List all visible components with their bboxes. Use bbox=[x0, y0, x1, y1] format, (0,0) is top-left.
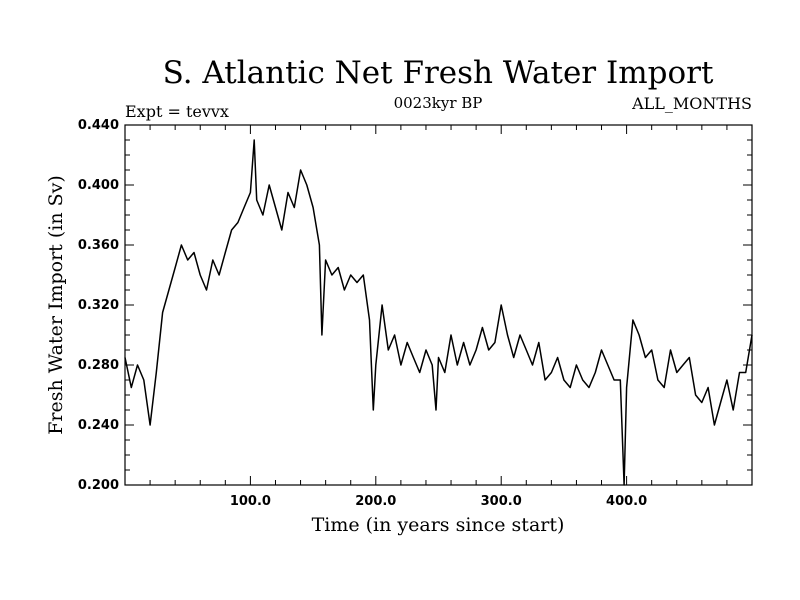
y-tick-label: 0.320 bbox=[78, 298, 119, 313]
y-tick-label: 0.440 bbox=[78, 118, 119, 133]
x-tick-label: 100.0 bbox=[230, 494, 271, 509]
series-group bbox=[124, 139, 753, 486]
axis-ticks: 100.0 200.0 300.0 400.0 0.200 0.240 0.280 0.320… bbox=[78, 118, 752, 509]
x-tick-label: 300.0 bbox=[481, 494, 522, 509]
y-tick-label: 0.240 bbox=[78, 418, 119, 433]
chart-subtitle: 0023kyr BP bbox=[394, 94, 483, 112]
y-axis-label: Fresh Water Import (in Sv) bbox=[45, 175, 67, 435]
chart-right-label: ALL_MONTHS bbox=[631, 94, 752, 113]
y-tick-label: 0.200 bbox=[78, 478, 119, 493]
y-tick-label: 0.400 bbox=[78, 178, 119, 193]
chart-left-label: Expt = tevvx bbox=[125, 102, 229, 121]
x-tick-label: 200.0 bbox=[355, 494, 396, 509]
x-tick-label: 400.0 bbox=[606, 494, 647, 509]
y-tick-label: 0.280 bbox=[78, 358, 119, 373]
series-line bbox=[124, 139, 753, 486]
x-axis-label: Time (in years since start) bbox=[312, 514, 565, 536]
chart-title: S. Atlantic Net Fresh Water Import bbox=[163, 55, 714, 91]
y-tick-label: 0.360 bbox=[78, 238, 119, 253]
plot-frame bbox=[124, 124, 753, 486]
